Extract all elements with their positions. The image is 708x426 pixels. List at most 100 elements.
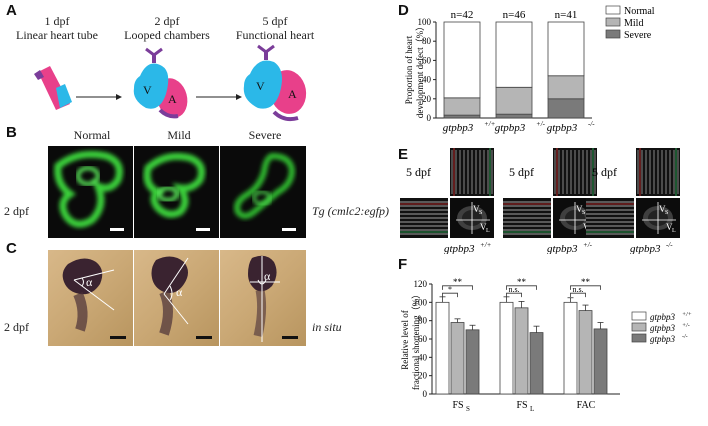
- bar-severe: [443, 114, 481, 119]
- legend-swatch: [605, 29, 621, 39]
- sig-bracket-outer: [506, 285, 537, 290]
- bar-normal: [547, 21, 585, 77]
- y-tick-label: 40: [418, 352, 428, 362]
- bar-severe: [495, 113, 533, 119]
- legend-swatch: [631, 311, 647, 321]
- vs-label: V: [659, 204, 666, 214]
- scale-bar: [282, 228, 296, 231]
- bar-3: [593, 328, 608, 395]
- legend-label: gtpbp3: [650, 312, 676, 322]
- y-tick-label: 100: [414, 297, 428, 307]
- legend-sup: +/+: [682, 312, 692, 318]
- gfp-heart-severe: [220, 146, 306, 238]
- y-tick-label: 40: [422, 75, 432, 85]
- panel-b-row-label: 2 dpf: [4, 204, 29, 218]
- y-axis-label: Relative level offractional shortening（%…: [400, 290, 421, 390]
- bar-mild: [495, 86, 533, 115]
- stage-3-desc: Functional heart: [235, 28, 315, 42]
- stage-1-day: 1 dpf: [44, 14, 70, 28]
- y-tick-label: 80: [422, 36, 432, 46]
- stage-3-day: 5 dpf: [262, 14, 288, 28]
- panel-f-label: F: [398, 256, 408, 273]
- echo-day-label: 5 dpf: [592, 165, 617, 179]
- scale-bar: [110, 336, 126, 339]
- bar-severe: [547, 98, 585, 119]
- echo-day-label: 5 dpf: [509, 165, 534, 179]
- y-axis-label-line2: development defect（%）: [415, 22, 425, 118]
- angle-alpha: α: [264, 269, 271, 283]
- angle-alpha: α: [176, 285, 183, 299]
- panel-c-row-label: 2 dpf: [4, 320, 29, 334]
- col-severe: Severe: [248, 128, 282, 142]
- bar-2: [578, 310, 593, 395]
- y-axis-label-line1: Proportion of heart: [404, 35, 414, 104]
- bar-2: [450, 322, 465, 395]
- genotype-sup: -/-: [588, 120, 595, 128]
- legend-normal: Normal: [624, 6, 655, 17]
- group-label: FS: [452, 400, 463, 411]
- legend-swatch: [605, 5, 621, 15]
- y-tick-label: 0: [427, 113, 432, 123]
- arrow-1: [76, 94, 122, 100]
- genotype-label: gtpbp3: [547, 122, 578, 134]
- chamber-a-label: A: [168, 92, 177, 106]
- legend-mild: Mild: [624, 18, 643, 29]
- panel-a-label: A: [6, 2, 17, 19]
- echo-genotype-sup: +/-: [583, 241, 593, 249]
- genotype-sup: +/+: [484, 120, 496, 128]
- stage-2-day: 2 dpf: [154, 14, 180, 28]
- heart-development-schematic: V A V A: [34, 44, 307, 122]
- sig-bracket-inner: [506, 292, 522, 298]
- y-axis-label-line2: fractional shortening（%）: [411, 290, 421, 390]
- group-sub: S: [466, 405, 470, 413]
- angle-alpha: α: [86, 275, 93, 289]
- sig-label-outer: **: [453, 277, 463, 287]
- linear-heart-tube: [34, 66, 72, 110]
- bar-3: [465, 329, 480, 395]
- bar-mild: [443, 97, 481, 116]
- transgene-label: Tg (cmlc2:egfp): [312, 204, 389, 218]
- legend-swatch: [631, 322, 647, 332]
- functional-heart: V A: [243, 44, 307, 122]
- legend-swatch: [605, 17, 621, 27]
- insitu-heart-normal: α: [48, 250, 133, 346]
- chamber-v-label: V: [143, 83, 152, 97]
- vl-sub: L: [672, 228, 676, 234]
- legend-sup: -/-: [682, 334, 688, 340]
- y-tick-label: 60: [418, 334, 428, 344]
- sig-bracket-outer: [442, 285, 473, 290]
- y-axis-label: Proportion of heartdevelopment defect（%）: [404, 22, 425, 118]
- sig-label-inner: n.s.: [508, 285, 519, 294]
- method-label: in situ: [312, 320, 342, 334]
- scale-bar: [110, 228, 124, 231]
- bar-normal: [443, 21, 481, 99]
- scale-bar: [196, 336, 212, 339]
- echo-day-label: 5 dpf: [406, 165, 431, 179]
- genotype-sup: +/-: [536, 120, 546, 128]
- sig-bracket-outer: [570, 285, 601, 290]
- sig-bracket-inner: [442, 292, 458, 298]
- y-tick-label: 60: [422, 55, 432, 65]
- bar-1: [499, 301, 514, 395]
- group-label: FAC: [577, 400, 596, 411]
- insitu-heart-severe: α: [220, 250, 306, 346]
- vs-sub: S: [665, 210, 668, 216]
- echo-genotype: gtpbp3: [630, 243, 661, 254]
- group-label: FS: [516, 400, 527, 411]
- y-axis-label-line1: Relative level of: [400, 310, 410, 369]
- bar-2: [514, 307, 529, 395]
- echo-genotype: gtpbp3: [444, 243, 475, 254]
- n-label: n=41: [555, 9, 578, 21]
- vs-label: V: [576, 204, 583, 214]
- bar-mild: [547, 75, 585, 100]
- gfp-heart-normal: [48, 146, 133, 238]
- vl-label: V: [666, 222, 673, 232]
- echo-genotype-sup: +/+: [480, 241, 492, 249]
- chamber-a-label-2: A: [288, 87, 297, 101]
